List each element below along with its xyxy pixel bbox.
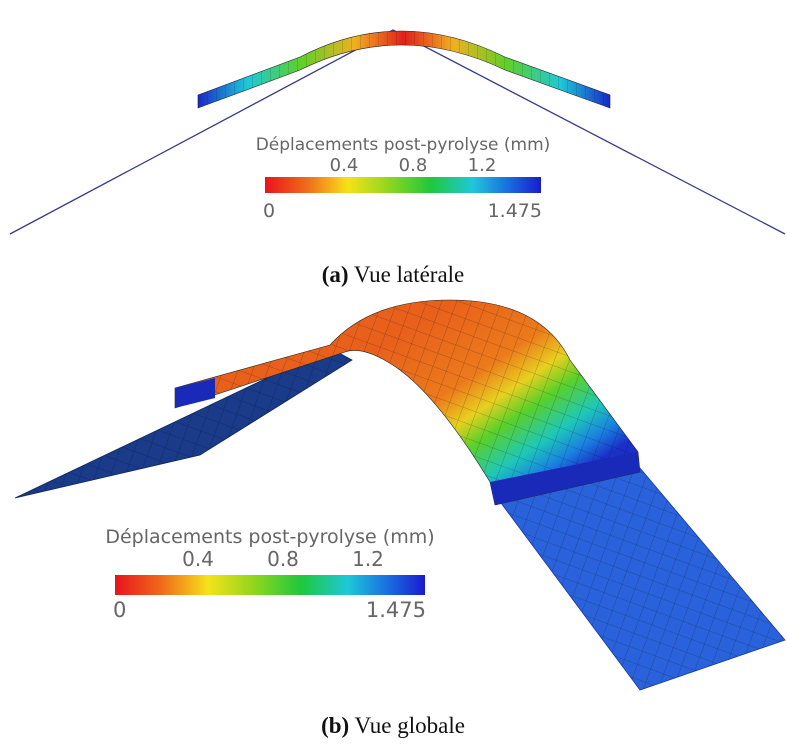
caption: (b) Vue globale — [321, 713, 465, 738]
panel-b: Déplacements post-pyrolyse (mm) 0.4 0.8 … — [14, 299, 786, 738]
colorbar-title: Déplacements post-pyrolyse (mm) — [105, 526, 434, 548]
shell-edge — [490, 452, 640, 505]
colorbar-min: 0 — [113, 598, 126, 622]
colorbar-tick: 0.4 — [330, 155, 359, 176]
caption-text: Vue latérale — [354, 262, 464, 287]
colorbar-tick: 0.8 — [267, 547, 299, 571]
caption-label: (a) — [322, 262, 349, 287]
colorbar-title: Déplacements post-pyrolyse (mm) — [256, 135, 551, 155]
colorbar-bar — [115, 575, 425, 595]
colorbar-min: 0 — [263, 200, 275, 222]
mesh — [495, 468, 785, 690]
caption-label: (b) — [321, 713, 349, 738]
colorbar-tick: 1.2 — [352, 547, 384, 571]
colorbar: Déplacements post-pyrolyse (mm) 0.4 0.8 … — [105, 526, 434, 622]
colorbar: Déplacements post-pyrolyse (mm) 0.4 0.8 … — [256, 135, 551, 222]
mold-line — [9, 29, 786, 235]
mesh — [15, 348, 352, 498]
colorbar-bar — [265, 177, 541, 193]
colorbar-max: 1.475 — [366, 598, 426, 622]
colorbar-max: 1.475 — [488, 200, 542, 222]
caption-text: Vue globale — [355, 713, 465, 738]
shell-edge — [175, 378, 215, 408]
mesh — [198, 31, 610, 108]
panel-a: Déplacements post-pyrolyse (mm) 0.4 0.8 … — [9, 29, 786, 287]
colorbar-tick: 1.2 — [468, 155, 497, 176]
mesh — [175, 300, 640, 505]
colorbar-tick: 0.4 — [182, 547, 214, 571]
caption: (a) Vue latérale — [322, 262, 465, 287]
colorbar-tick: 0.8 — [399, 155, 428, 176]
